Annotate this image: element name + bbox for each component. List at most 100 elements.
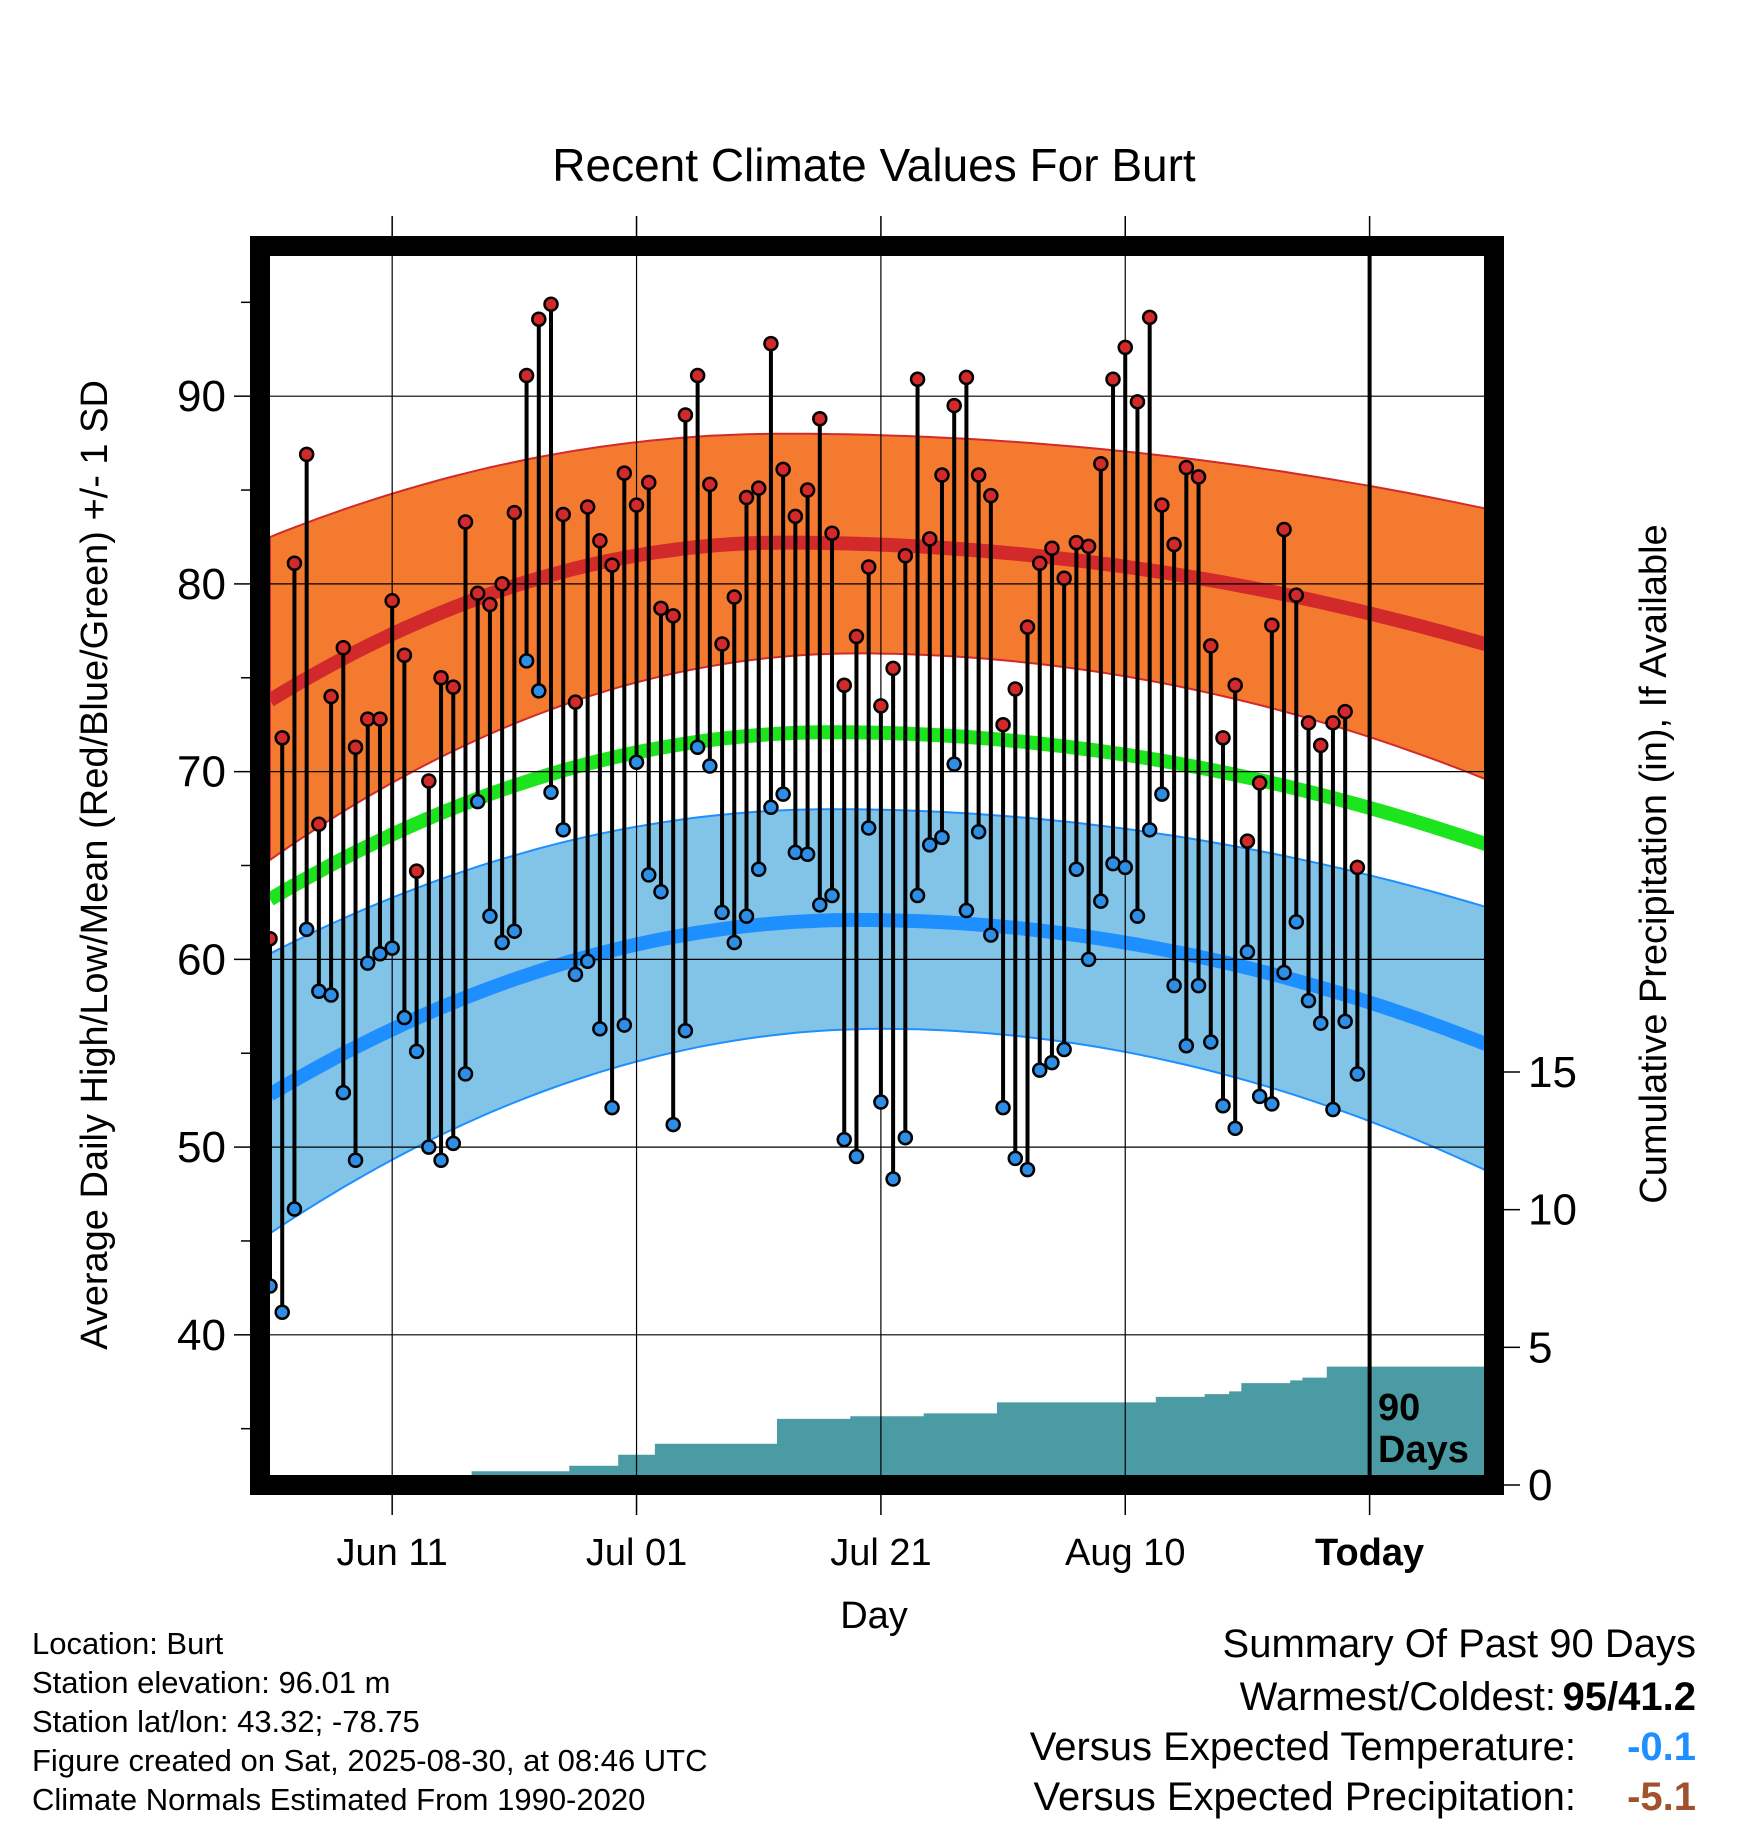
y2-tick-label: 10 xyxy=(1528,1186,1577,1235)
latlon-text: Station lat/lon: 43.32; -78.75 xyxy=(32,1704,420,1739)
low-point xyxy=(1325,1101,1341,1118)
station-info: Location: Burt Station elevation: 96.01 … xyxy=(32,1624,708,1819)
summary-row-warmest-coldest: Warmest/Coldest: 95/41.2 xyxy=(1030,1672,1696,1722)
low-point xyxy=(641,867,657,883)
low-point xyxy=(1300,992,1317,1009)
low-point xyxy=(567,966,584,983)
high-point xyxy=(372,711,388,727)
high-point xyxy=(445,679,462,695)
value-separator: / xyxy=(1607,1675,1619,1719)
low-point xyxy=(457,1066,474,1082)
y-tick-label: 70 xyxy=(177,748,226,797)
x-tick-label: Jul 01 xyxy=(586,1532,687,1574)
x-axis-label: Day xyxy=(840,1595,908,1637)
high-point xyxy=(1019,619,1036,635)
high-point xyxy=(909,371,926,388)
low-point xyxy=(347,1152,364,1168)
high-point xyxy=(763,335,779,352)
high-point xyxy=(738,489,755,506)
low-point xyxy=(885,1171,901,1187)
y-tick-label: 80 xyxy=(177,560,226,609)
warmest-coldest-value: 95/41.2 xyxy=(1556,1672,1696,1722)
low-point xyxy=(1068,861,1085,878)
high-point xyxy=(1056,570,1072,587)
precip-value: -5.1 xyxy=(1627,1775,1696,1819)
high-point xyxy=(494,576,510,592)
high-point xyxy=(812,410,828,427)
warmest-coldest-label: Warmest/Coldest: xyxy=(1239,1675,1556,1719)
low-point xyxy=(469,793,486,810)
high-point xyxy=(1227,677,1243,694)
low-point xyxy=(750,861,767,878)
high-point xyxy=(1044,540,1060,556)
low-point xyxy=(970,823,987,840)
low-point xyxy=(482,908,498,924)
high-point xyxy=(1312,737,1329,754)
low-point xyxy=(909,887,926,904)
high-point xyxy=(274,730,290,746)
high-point xyxy=(616,465,633,481)
high-point xyxy=(335,639,352,656)
annotation-90-days: 90 Days xyxy=(1378,1387,1469,1471)
low-point xyxy=(1056,1041,1072,1058)
low-point xyxy=(1276,964,1292,981)
high-point xyxy=(1300,715,1317,731)
low-point xyxy=(1312,1015,1329,1031)
normal-low-line xyxy=(266,912,1494,1101)
low-point xyxy=(677,1022,694,1039)
high-point xyxy=(775,461,791,478)
low-point xyxy=(653,884,669,900)
low-point xyxy=(702,758,718,774)
high-point xyxy=(433,670,449,686)
low-point xyxy=(922,837,938,853)
x-tick-label: Jul 21 xyxy=(830,1532,931,1574)
warmest-value: 95 xyxy=(1562,1675,1608,1719)
low-point xyxy=(787,844,804,861)
high-point xyxy=(579,499,596,515)
low-point xyxy=(1007,1150,1024,1167)
x-tick-label: Today xyxy=(1315,1532,1424,1574)
high-point xyxy=(1031,555,1048,572)
high-point xyxy=(1239,833,1256,849)
low-point xyxy=(873,1094,889,1110)
low-point xyxy=(616,1017,633,1033)
high-point xyxy=(983,487,999,504)
high-point xyxy=(995,716,1011,733)
y2-tick-label: 0 xyxy=(1528,1461,1552,1510)
high-point xyxy=(1007,681,1024,697)
low-point xyxy=(384,940,400,956)
high-point xyxy=(311,816,327,832)
plot-area xyxy=(260,246,1494,1485)
low-point xyxy=(359,955,376,971)
low-point xyxy=(934,829,950,846)
high-point xyxy=(323,688,339,705)
high-point xyxy=(1276,521,1292,538)
summary-row-precipitation: Versus Expected Precipitation: -5.1 xyxy=(1030,1772,1696,1822)
high-point xyxy=(1288,587,1305,603)
precip-label: Versus Expected Precipitation: xyxy=(1033,1775,1576,1819)
high-point xyxy=(958,369,975,386)
high-point xyxy=(1141,309,1158,326)
high-point xyxy=(555,506,571,523)
y-tick-label: 40 xyxy=(177,1311,226,1360)
low-point xyxy=(836,1131,852,1148)
low-point xyxy=(1093,893,1109,909)
high-point xyxy=(702,476,718,493)
low-point xyxy=(323,987,339,1003)
high-point xyxy=(298,446,315,463)
high-point xyxy=(653,600,669,617)
low-point xyxy=(1154,786,1170,802)
high-point xyxy=(469,585,486,602)
daily-points xyxy=(262,296,1366,1321)
temp-label: Versus Expected Temperature: xyxy=(1029,1725,1576,1769)
high-point xyxy=(384,593,400,609)
low-point xyxy=(518,653,535,669)
high-point xyxy=(750,480,767,496)
high-point xyxy=(1215,730,1231,746)
low-point xyxy=(860,820,877,836)
high-point xyxy=(1203,638,1219,654)
low-point xyxy=(286,1201,303,1217)
low-point xyxy=(738,908,755,924)
high-point xyxy=(824,525,840,541)
